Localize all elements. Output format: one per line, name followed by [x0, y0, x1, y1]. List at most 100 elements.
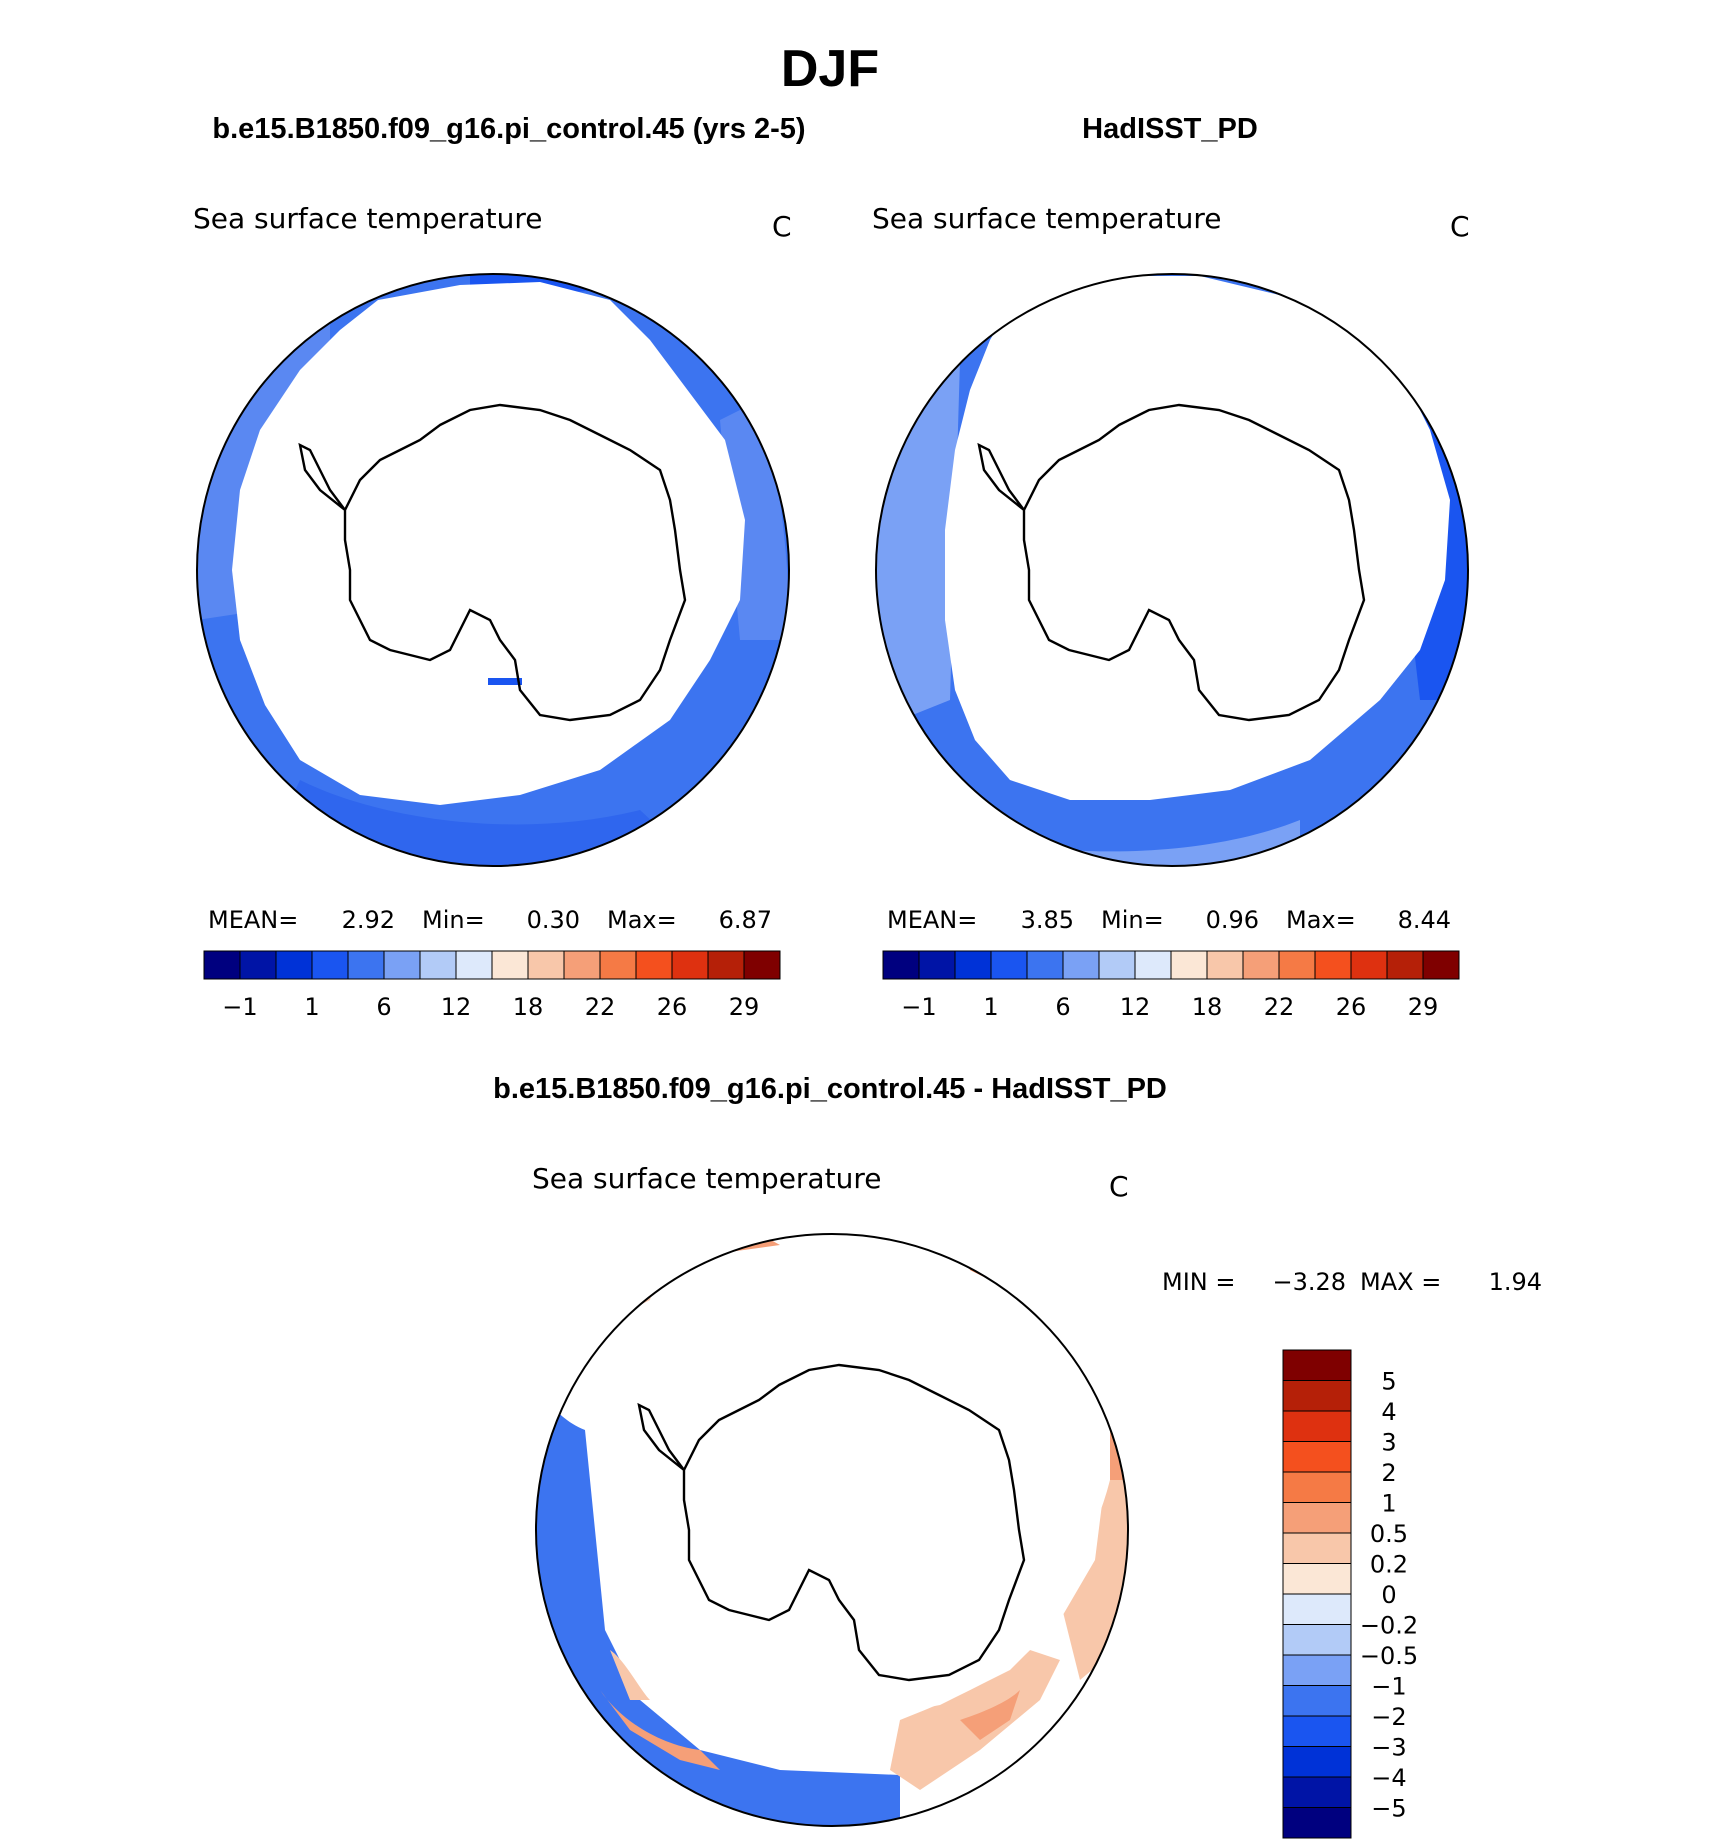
diff-colorbar-tick-label: 3 [1381, 1429, 1396, 1457]
panel-model-units: C [772, 210, 792, 243]
model-colorbar-tick-label: 29 [729, 993, 760, 1021]
panel-obs-units: C [1450, 210, 1470, 243]
obs-colorbar-tick-label: 6 [1055, 993, 1070, 1021]
diff-colorbar-swatch [1282, 1502, 1352, 1534]
south-polar-map-difference [536, 1234, 1128, 1826]
diff-colorbar-tick-label: −3 [1371, 1734, 1406, 1762]
model-colorbar-swatch [311, 950, 349, 980]
stats-mean-value-obs: 3.85 [1021, 906, 1074, 934]
map-border-model [196, 273, 790, 867]
obs-colorbar-swatch [1242, 950, 1280, 980]
obs-colorbar-tick-label: 26 [1336, 993, 1367, 1021]
obs-colorbar-swatch [1170, 950, 1208, 980]
diff-colorbar-swatch [1282, 1715, 1352, 1747]
model-colorbar-swatch [743, 950, 781, 980]
model-colorbar-tick-label: 26 [657, 993, 688, 1021]
diff-colorbar-swatch [1282, 1746, 1352, 1778]
model-colorbar-tick-label: 22 [585, 993, 616, 1021]
diff-colorbar-swatch [1282, 1776, 1352, 1808]
sea-ice-mask-observations [945, 276, 1450, 800]
stats-max-label-obs: Max= [1286, 906, 1356, 934]
obs-colorbar-tick-label: 18 [1192, 993, 1223, 1021]
obs-colorbar-swatch [1134, 950, 1172, 980]
diff-stats-max-value: 1.94 [1489, 1268, 1542, 1296]
diff-stats-max-label: MAX = [1360, 1268, 1441, 1296]
panel-obs-case-title: HadISST_PD [1082, 113, 1258, 145]
model-colorbar-swatch [275, 950, 313, 980]
panel-obs-field-label: Sea surface temperature [872, 202, 1221, 235]
diff-colorbar-swatch [1282, 1349, 1352, 1381]
obs-colorbar-swatch [1386, 950, 1424, 980]
panel-model: b.e15.B1850.f09_g16.pi_control.45 (yrs 2… [193, 113, 806, 1021]
obs-colorbar-swatch [1062, 950, 1100, 980]
diff-colorbar-tick-label: 5 [1381, 1368, 1396, 1396]
model-colorbar-swatch [671, 950, 709, 980]
colorbar-model: −1 1 6 12 18 22 26 29 [203, 950, 781, 1021]
map-border-observations [875, 273, 1469, 867]
model-colorbar-tick-label: 6 [376, 993, 391, 1021]
diff-colorbar-tick-label: −2 [1371, 1703, 1406, 1731]
diff-colorbar-swatch [1282, 1563, 1352, 1595]
diff-colorbar-swatch [1282, 1410, 1352, 1442]
model-colorbar-tick-label: 12 [441, 993, 472, 1021]
diff-colorbar-tick-label: 1 [1381, 1490, 1396, 1518]
obs-colorbar-swatch [1422, 950, 1460, 980]
diff-colorbar-tick-label: −0.5 [1360, 1642, 1418, 1670]
obs-colorbar-tick-label: 29 [1408, 993, 1439, 1021]
obs-colorbar-tick-label: 22 [1264, 993, 1295, 1021]
model-colorbar-swatch [383, 950, 421, 980]
panel-model-case-title: b.e15.B1850.f09_g16.pi_control.45 (yrs 2… [212, 113, 805, 145]
panel-observations: HadISST_PD Sea surface temperature C MEA… [872, 113, 1470, 1021]
model-colorbar-swatch [527, 950, 565, 980]
model-colorbar-swatch [563, 950, 601, 980]
model-colorbar-swatch [203, 950, 241, 980]
model-colorbar-swatch [419, 950, 457, 980]
panel-difference: b.e15.B1850.f09_g16.pi_control.45 - HadI… [493, 1073, 1542, 1839]
obs-colorbar-swatch [990, 950, 1028, 980]
diff-colorbar-tick-label: 4 [1381, 1398, 1396, 1426]
stats-min-label-model: Min= [422, 906, 485, 934]
diff-colorbar-swatch [1282, 1471, 1352, 1503]
model-colorbar-swatch [635, 950, 673, 980]
diff-colorbar-tick-label: −0.2 [1360, 1612, 1418, 1640]
obs-colorbar-swatch [918, 950, 956, 980]
diff-colorbar-swatch [1282, 1654, 1352, 1686]
antarctica-coastline-observations [977, 403, 1366, 722]
stats-min-value-obs: 0.96 [1206, 906, 1259, 934]
model-colorbar-swatch [599, 950, 637, 980]
stats-mean-label-model: MEAN= [208, 906, 298, 934]
colorbar-difference: 54 32 10.5 0.20 −0.2−0.5 −1−2 −3−4 −5 [1282, 1349, 1418, 1839]
diff-colorbar-tick-label: 0.5 [1370, 1520, 1408, 1548]
sea-ice-mask-model [232, 282, 745, 805]
stats-max-value-obs: 8.44 [1398, 906, 1451, 934]
diff-panel-field-label: Sea surface temperature [532, 1162, 881, 1195]
diff-colorbar-tick-label: 2 [1381, 1459, 1396, 1487]
diff-colorbar-swatch [1282, 1685, 1352, 1717]
diff-panel-units: C [1109, 1170, 1129, 1203]
diff-colorbar-tick-label: 0 [1381, 1581, 1396, 1609]
model-colorbar-swatch [347, 950, 385, 980]
obs-colorbar-tick-label: −1 [901, 993, 936, 1021]
diff-stats-min-value: −3.28 [1272, 1268, 1346, 1296]
model-colorbar-swatch [455, 950, 493, 980]
model-colorbar-swatch [491, 950, 529, 980]
obs-colorbar-swatch [1206, 950, 1244, 980]
obs-colorbar-tick-label: 12 [1120, 993, 1151, 1021]
obs-colorbar-swatch [882, 950, 920, 980]
page-title: DJF [781, 40, 879, 98]
model-colorbar-tick-label: 1 [304, 993, 319, 1021]
colorbar-observations: −1 1 6 12 18 22 26 29 [882, 950, 1460, 1021]
south-polar-map-observations [876, 274, 1468, 866]
obs-colorbar-swatch [1350, 950, 1388, 980]
model-colorbar-tick-label: 18 [513, 993, 544, 1021]
stats-mean-value-model: 2.92 [342, 906, 395, 934]
model-colorbar-swatch [239, 950, 277, 980]
model-colorbar-tick-label: −1 [222, 993, 257, 1021]
diff-colorbar-tick-label: −1 [1371, 1673, 1406, 1701]
diff-colorbar-swatch [1282, 1624, 1352, 1656]
diff-colorbar-swatch [1282, 1532, 1352, 1564]
stats-max-value-model: 6.87 [719, 906, 772, 934]
obs-colorbar-swatch [1098, 950, 1136, 980]
diff-stats-min-label: MIN = [1162, 1268, 1235, 1296]
model-colorbar-swatch [707, 950, 745, 980]
